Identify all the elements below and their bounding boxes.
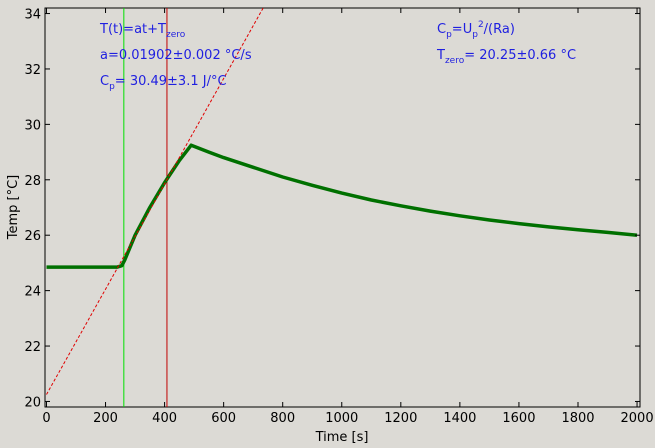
annotation-left-2: Cp= 30.49±3.1 J/°C [100,74,227,92]
y-tick-label: 32 [24,63,41,78]
x-tick-label: 200 [93,411,118,426]
x-tick-label: 1000 [325,411,358,426]
x-tick-label: 400 [152,411,177,426]
x-axis-title: Time [s] [315,430,369,445]
annotation-right-0: Cp=Up2/(Ra) [437,20,515,40]
y-tick-label: 26 [24,229,41,244]
x-tick-label: 1400 [443,411,476,426]
plot-area [44,7,641,408]
temperature-series [46,143,638,269]
y-tick-label: 34 [24,8,41,23]
y-tick-label: 24 [24,285,41,300]
x-tick-label: 1200 [384,411,417,426]
y-tick-label: 22 [24,340,41,355]
annotation-right-1: Tzero= 20.25±0.66 °C [436,48,576,66]
annotation-left-0: T(t)=at+Tzero [99,22,186,40]
annotation-left-1: a=0.01902±0.002 °C/s [100,48,252,63]
y-tick-label: 28 [24,174,41,189]
x-tick-label: 800 [270,411,295,426]
y-tick-label: 30 [24,118,41,133]
x-tick-label: 2000 [621,411,654,426]
x-tick-label: 1600 [502,411,535,426]
fit-line [46,8,264,395]
y-tick-label: 20 [24,395,41,410]
x-tick-label: 0 [42,411,50,426]
x-tick-label: 1800 [561,411,594,426]
x-tick-label: 600 [211,411,236,426]
y-axis-title: Temp [°C] [6,175,21,241]
